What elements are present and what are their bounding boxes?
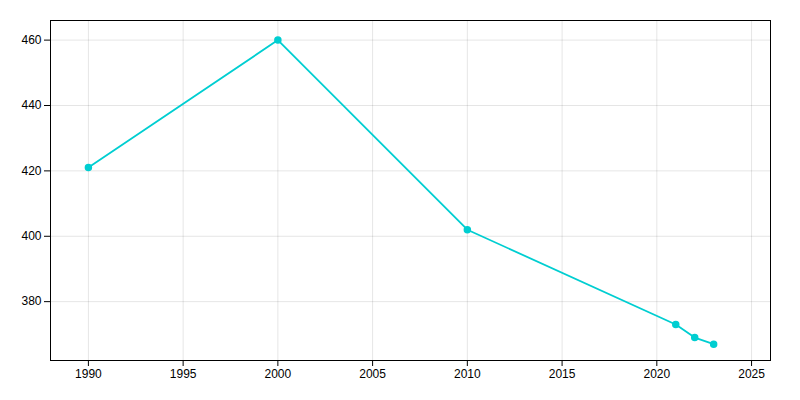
svg-text:2020: 2020: [643, 367, 670, 381]
svg-text:2015: 2015: [549, 367, 576, 381]
svg-text:460: 460: [21, 33, 41, 47]
svg-text:2010: 2010: [454, 367, 481, 381]
svg-text:1995: 1995: [170, 367, 197, 381]
svg-text:2005: 2005: [359, 367, 386, 381]
svg-text:440: 440: [21, 98, 41, 112]
svg-text:400: 400: [21, 229, 41, 243]
svg-text:420: 420: [21, 164, 41, 178]
svg-text:380: 380: [21, 294, 41, 308]
svg-text:1990: 1990: [75, 367, 102, 381]
svg-text:2000: 2000: [265, 367, 292, 381]
svg-text:2025: 2025: [738, 367, 765, 381]
